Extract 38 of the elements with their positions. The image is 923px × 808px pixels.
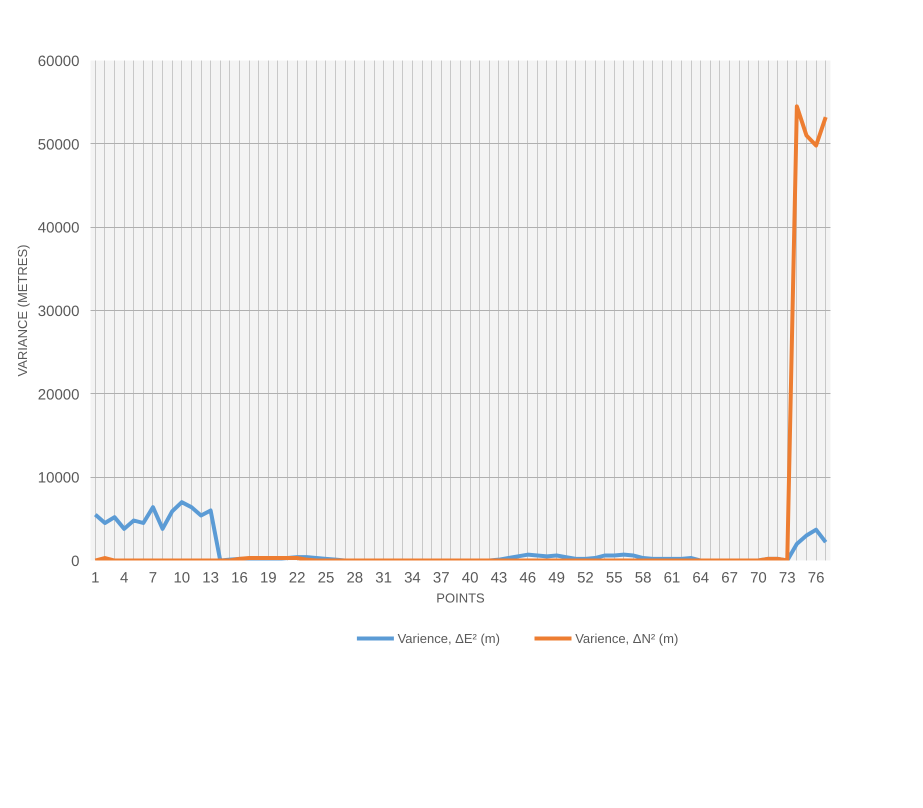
x-tick-label: 73: [778, 570, 796, 586]
x-tick-label: 46: [519, 570, 536, 586]
x-tick-label: 4: [120, 570, 128, 586]
x-tick-label: 76: [808, 570, 824, 586]
x-tick-label: 25: [318, 570, 334, 586]
x-tick-label: 55: [606, 570, 623, 586]
line-series: [93, 104, 828, 560]
y-tick-label: 60000: [38, 53, 80, 70]
x-tick-label: 28: [346, 570, 364, 586]
x-tick-label: 67: [721, 570, 738, 586]
y-tick-label: 40000: [38, 220, 80, 237]
y-axis-title: VARIANCE (METRES): [14, 244, 30, 376]
x-tick-label: 16: [231, 570, 248, 586]
x-tick-label: 64: [692, 570, 710, 586]
y-tick-label: 50000: [38, 136, 80, 154]
legend-label: Varience, ΔE² (m): [398, 631, 500, 646]
y-tick-label: 0: [71, 553, 80, 570]
x-tick-label: 58: [634, 570, 652, 586]
x-tick-label: 34: [404, 570, 421, 586]
x-tick-label: 13: [202, 570, 219, 586]
x-tick-label: 7: [148, 570, 158, 586]
x-tick-label: 37: [432, 570, 450, 586]
x-tick-label: 70: [750, 570, 767, 586]
y-tick-label: 30000: [38, 303, 80, 320]
legend-label: Varience, ΔN² (m): [575, 631, 678, 646]
x-tick-label: 40: [462, 570, 478, 586]
x-tick-label: 43: [490, 570, 508, 586]
x-tick-label: 49: [548, 570, 565, 586]
x-tick-label: 1: [91, 570, 100, 586]
y-tick-label: 20000: [38, 386, 80, 404]
y-tick-label: 10000: [38, 470, 80, 487]
x-tick-label: 22: [288, 570, 306, 586]
x-axis-title: POINTS: [436, 590, 486, 606]
x-tick-label: 19: [260, 570, 277, 586]
x-tick-label: 61: [664, 570, 680, 586]
x-tick-label: 52: [577, 570, 594, 586]
x-tick-label: 31: [375, 570, 392, 586]
x-tick-label: 10: [173, 570, 190, 586]
